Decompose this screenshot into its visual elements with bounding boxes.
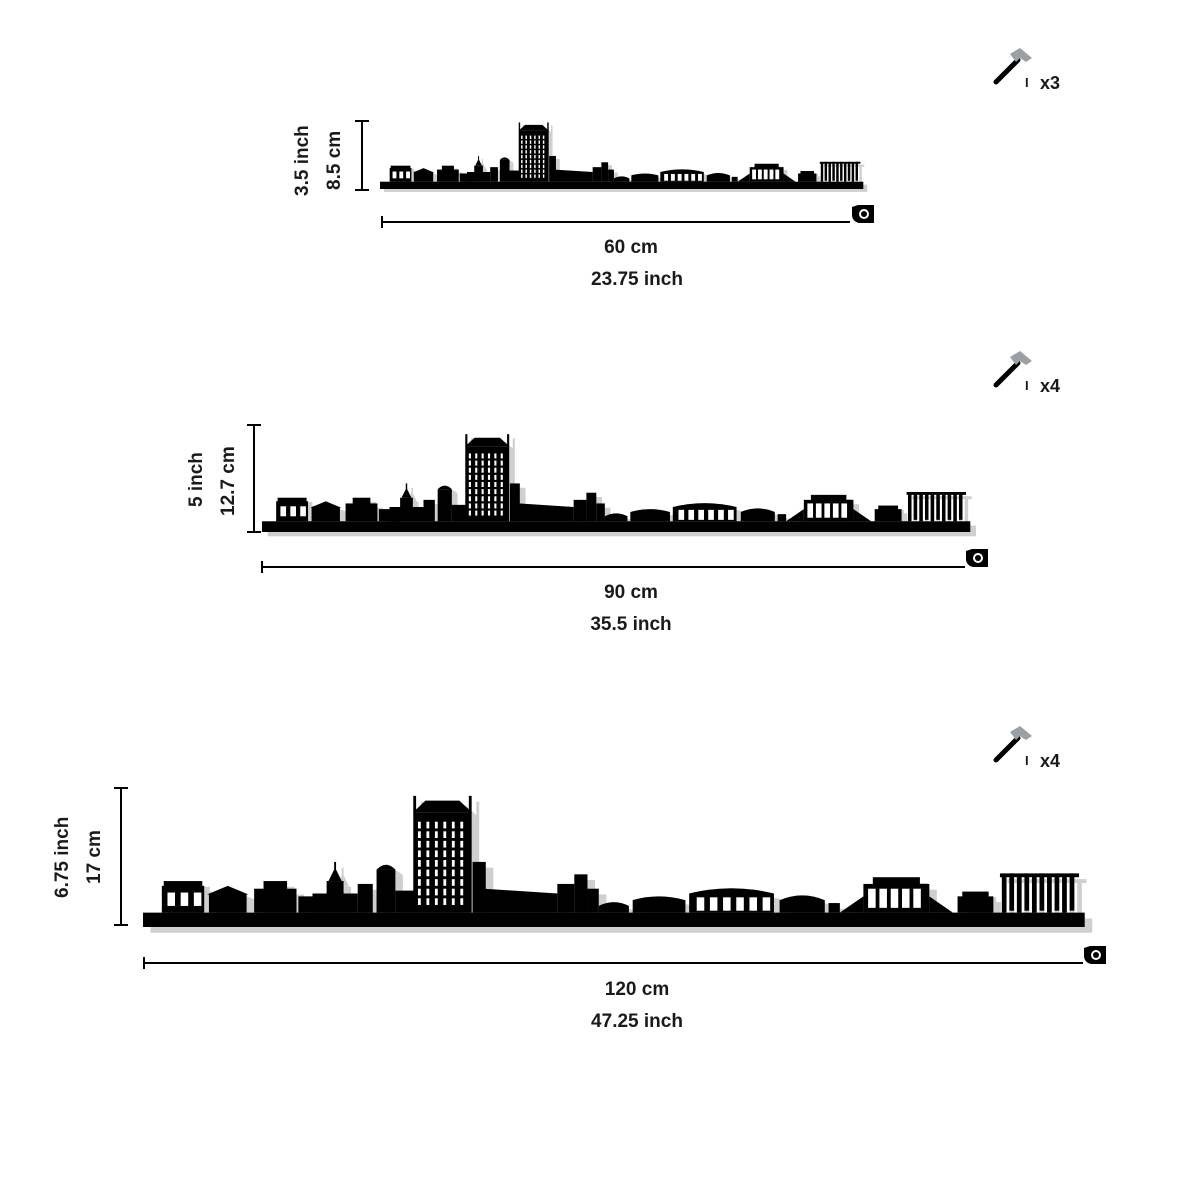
nail-mark: I xyxy=(1025,753,1029,768)
variant-large: I x4 6.75 inch 17 cm 120 cm 47.25 inch xyxy=(52,726,1106,1032)
dimension-lines-medium xyxy=(247,424,965,573)
variant-medium: I x4 5 inch 12.7 cm 90 cm 35.5 inch xyxy=(186,351,1061,635)
dimension-lines-large xyxy=(114,787,1083,969)
skyline-silhouette-medium xyxy=(262,434,976,537)
variant-small: I x3 3.5 inch 8.5 cm 60 cm 23.75 inch xyxy=(0,0,1200,300)
hammer-icon xyxy=(993,726,1032,763)
tape-measure-icon xyxy=(1084,946,1106,964)
width-inch-label: 23.75 inch xyxy=(591,269,683,290)
dimension-lines-small xyxy=(355,120,850,228)
skyline-silhouette-large xyxy=(143,795,1093,933)
hammer-icon xyxy=(993,48,1032,85)
width-cm-label: 90 cm xyxy=(604,582,658,603)
width-inch-label: 35.5 inch xyxy=(590,614,672,635)
skyline-silhouette-small xyxy=(380,122,868,192)
hammer-icon xyxy=(993,351,1032,388)
width-cm-label: 60 cm xyxy=(604,237,658,258)
nail-mark: I xyxy=(1025,378,1029,393)
width-inch-label: 47.25 inch xyxy=(591,1011,683,1032)
tape-measure-icon xyxy=(852,205,874,223)
nail-mark: I xyxy=(1025,75,1029,90)
nail-count: x4 xyxy=(1040,376,1061,396)
nail-count: x3 xyxy=(1040,73,1061,93)
tape-measure-icon xyxy=(966,549,988,567)
nail-count: x4 xyxy=(1040,751,1061,771)
width-cm-label: 120 cm xyxy=(604,979,670,1000)
